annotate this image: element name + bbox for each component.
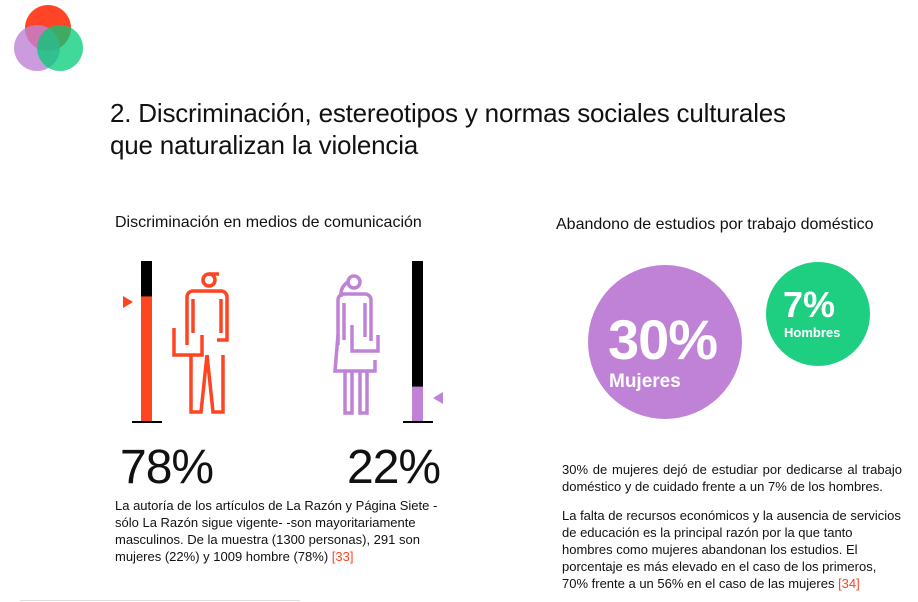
left-paragraph: La autoría de los artículos de La Razón … [115, 498, 438, 564]
women-bar-track [412, 261, 423, 422]
divider [20, 600, 300, 601]
woman-icon [333, 274, 380, 415]
women-circle-label: Mujeres [609, 371, 681, 392]
men-bar-chart [123, 261, 229, 423]
left-heading: Discriminación en medios de comunicación [115, 214, 422, 231]
right-heading: Abandono de estudios por trabajo domésti… [556, 216, 874, 233]
page-title: 2. Discriminación, estereotipos y normas… [110, 97, 786, 161]
title-line-1: 2. Discriminación, estereotipos y normas… [110, 98, 786, 128]
men-circle-percent: 7% [783, 284, 836, 325]
logo-icon [14, 5, 83, 71]
women-bar-fill [412, 386, 423, 422]
title-line-2: que naturalizan la violencia [110, 130, 419, 160]
reference-link-34[interactable]: [34] [838, 576, 860, 591]
men-bar-fill [141, 296, 152, 422]
right-paragraph-1: 30% de mujeres dejó de estudiar por dedi… [562, 462, 902, 494]
right-paragraph-2: La falta de recursos económicos y la aus… [562, 508, 901, 591]
men-circle-label: Hombres [784, 325, 841, 340]
women-percent: 22% [347, 441, 441, 494]
women-marker-icon [433, 392, 443, 404]
women-bar-chart [333, 261, 443, 423]
man-icon [172, 272, 229, 414]
men-circle: 7% Hombres [766, 262, 870, 366]
reference-link-33[interactable]: [33] [331, 549, 354, 564]
women-circle-percent: 30% [608, 308, 718, 371]
men-percent: 78% [120, 441, 214, 494]
women-circle: 30% Mujeres [588, 265, 742, 419]
men-marker-icon [123, 296, 133, 308]
